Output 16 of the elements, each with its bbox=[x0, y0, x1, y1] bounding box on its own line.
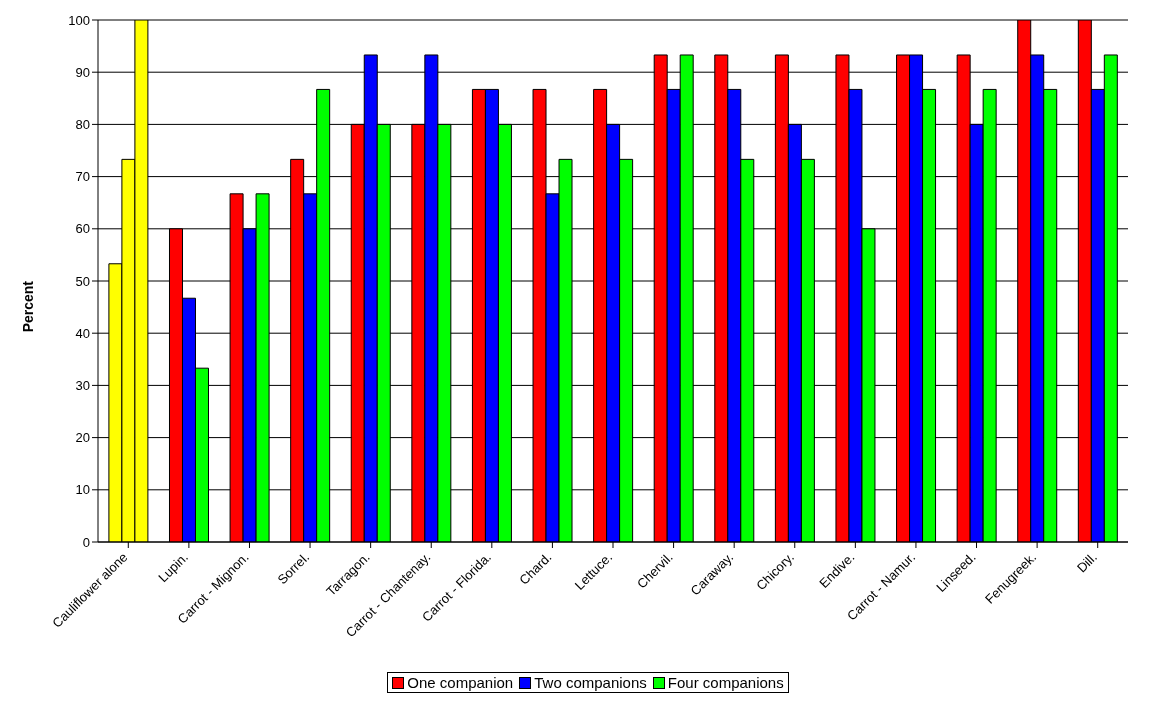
y-tick-label: 90 bbox=[75, 64, 90, 80]
y-tick-label: 0 bbox=[82, 534, 90, 550]
y-tick-label: 40 bbox=[75, 325, 90, 341]
y-tick-label: 70 bbox=[75, 169, 90, 185]
y-tick-label: 80 bbox=[75, 117, 90, 133]
legend-label: Four companions bbox=[666, 674, 784, 691]
legend-label: Two companions bbox=[533, 674, 647, 691]
y-tick-label: 60 bbox=[75, 221, 90, 237]
x-tick-label: Dill. bbox=[1073, 549, 1100, 576]
y-tick-label: 50 bbox=[75, 273, 90, 289]
y-tick-label: 10 bbox=[75, 482, 90, 498]
legend-label: One companion bbox=[406, 674, 514, 691]
y-tick-label: 100 bbox=[68, 12, 90, 28]
y-tick-label: 20 bbox=[75, 430, 90, 446]
y-axis-title: Percent bbox=[19, 280, 36, 333]
y-tick-label: 30 bbox=[75, 378, 90, 394]
